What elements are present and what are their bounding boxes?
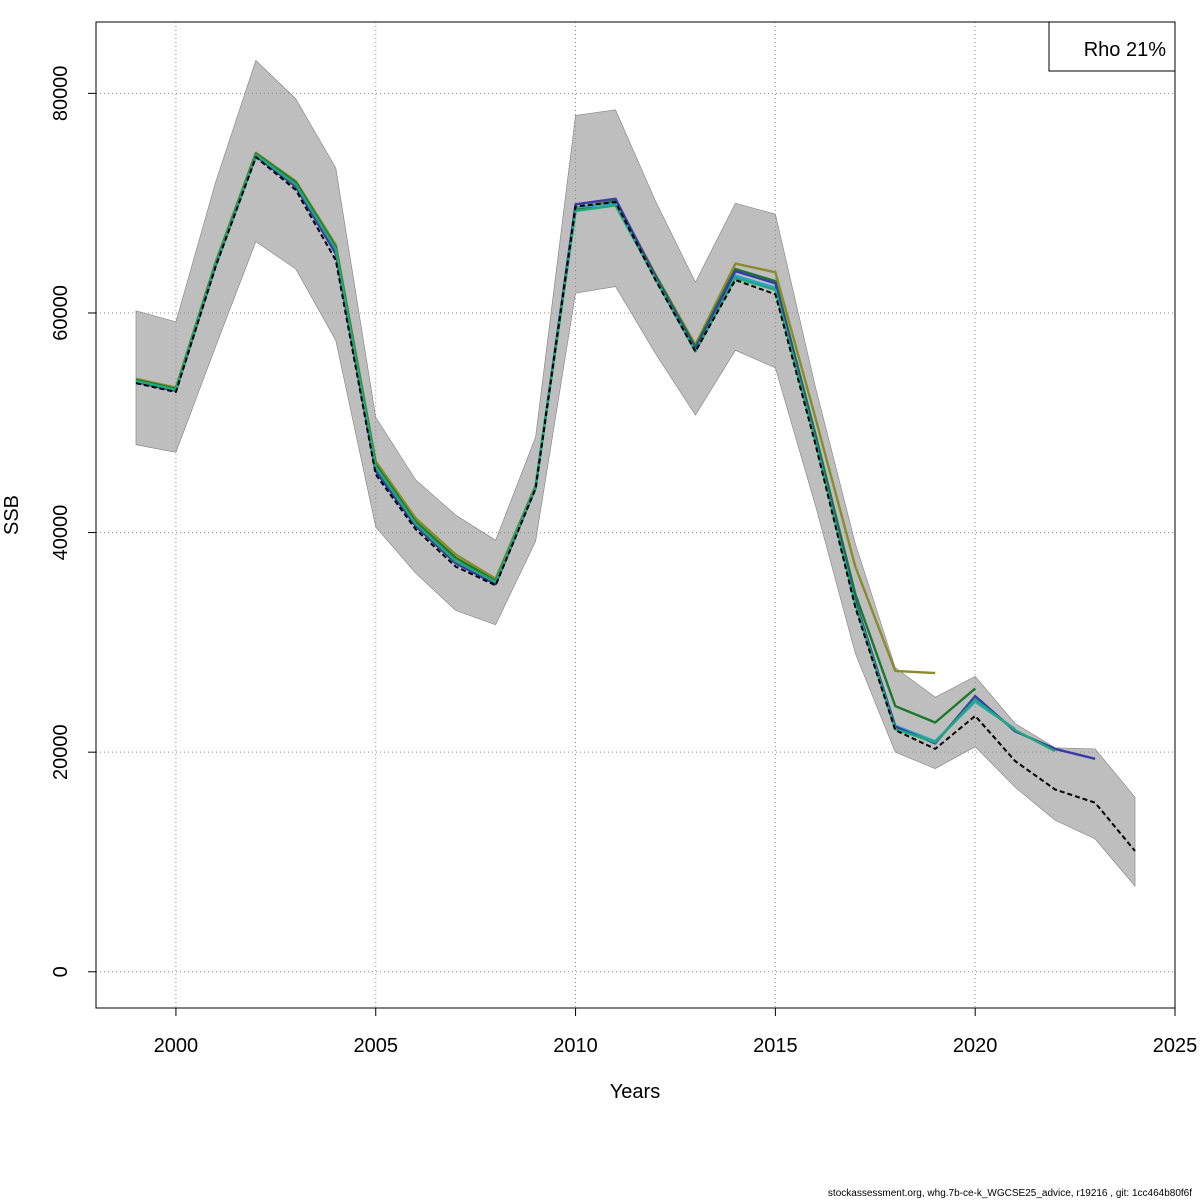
series-line-base [135, 156, 1136, 852]
x-tick-label: 2015 [753, 1035, 798, 1057]
y-axis-title: SSB [1, 495, 23, 535]
y-tick-label: 80000 [50, 66, 72, 122]
y-axis: 0 20000 40000 60000 80000 [50, 66, 96, 977]
legend-box [1048, 21, 1176, 72]
x-tick-label: 2005 [353, 1035, 398, 1057]
y-tick-label: 60000 [50, 285, 72, 341]
y-tick-label: 0 [50, 966, 72, 977]
legend-text: Rho 21% [1084, 39, 1166, 61]
x-tick-label: 2000 [154, 1035, 199, 1057]
x-tick-label: 2025 [1153, 1035, 1198, 1057]
series-line-peel-5 [135, 153, 1056, 753]
confidence-band [135, 59, 1136, 887]
legend: Rho 21% [1048, 21, 1176, 72]
x-axis: 2000 2005 2010 2015 2020 2025 [154, 1008, 1198, 1057]
series-layer [135, 151, 1136, 852]
x-tick-label: 2020 [953, 1035, 998, 1057]
confidence-band-layer [135, 59, 1136, 887]
footer-credit: stockassessment.org, whg.7b-ce-k_WGCSE25… [828, 1188, 1192, 1199]
x-tick-label: 2010 [553, 1035, 598, 1057]
y-tick-label: 20000 [50, 724, 72, 780]
plot-frame [95, 21, 1176, 1009]
y-tick-label: 40000 [50, 505, 72, 561]
x-axis-title: Years [610, 1081, 660, 1103]
